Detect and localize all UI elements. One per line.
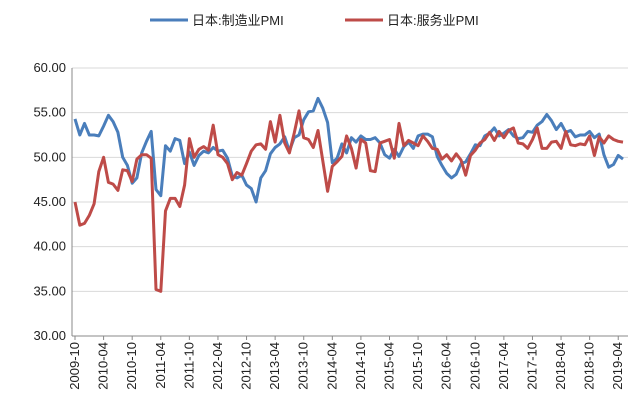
x-tick-label: 2011-04 [153, 342, 168, 389]
x-tick-label: 2018-04 [553, 342, 568, 390]
x-tick-label: 2014-04 [324, 342, 339, 390]
line-series [73, 109, 624, 293]
x-tick-label: 2016-04 [439, 342, 454, 390]
y-tick-label: 45.00 [33, 194, 66, 209]
x-tick-label: 2013-10 [296, 342, 311, 390]
x-tick-label: 2014-10 [353, 342, 368, 390]
x-tick-label: 2015-10 [410, 342, 425, 390]
x-tick-label: 2015-04 [382, 342, 397, 390]
x-tick-label: 2009-10 [67, 342, 82, 390]
x-tick-label: 2017-10 [524, 342, 539, 390]
legend-label: 日本:服务业PMI [387, 13, 479, 28]
line-series [73, 96, 624, 204]
x-tick-label: 2019-04 [610, 342, 625, 390]
y-tick-label: 40.00 [33, 239, 66, 254]
x-tick-label: 2010-10 [124, 342, 139, 390]
x-tick-label: 2011-10 [181, 342, 196, 389]
x-tick-label: 2013-04 [267, 342, 282, 390]
x-tick-label: 2010-04 [96, 342, 111, 390]
y-tick-label: 30.00 [33, 328, 66, 343]
x-tick-label: 2018-10 [582, 342, 597, 390]
x-tick-label: 2017-04 [496, 342, 511, 390]
x-tick-label: 2016-10 [467, 342, 482, 390]
x-tick-label: 2012-10 [239, 342, 254, 390]
x-tick-label: 2012-04 [210, 342, 225, 390]
y-tick-label: 60.00 [33, 60, 66, 75]
y-tick-label: 35.00 [33, 283, 66, 298]
y-tick-label: 50.00 [33, 149, 66, 164]
legend-label: 日本:制造业PMI [192, 13, 284, 28]
y-tick-label: 55.00 [33, 105, 66, 120]
